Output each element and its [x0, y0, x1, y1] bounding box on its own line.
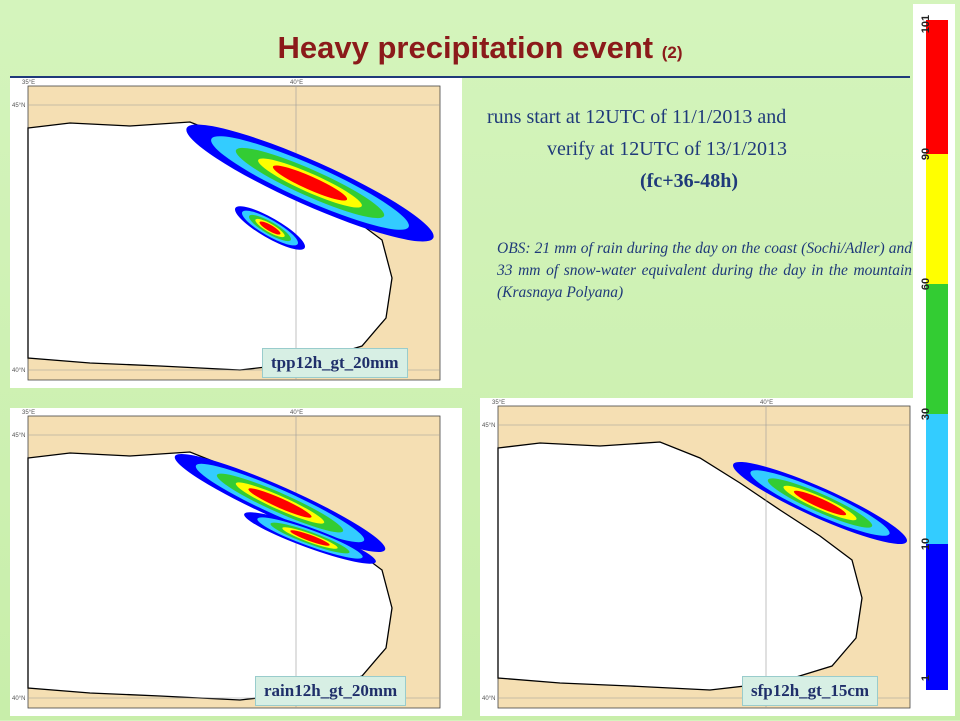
precip-area: [793, 490, 847, 516]
precip-area: [272, 165, 348, 201]
color-band: [926, 154, 948, 284]
color-band: [926, 284, 948, 414]
colorbar-label: 60: [920, 277, 932, 291]
colorbar-label: 10: [920, 537, 932, 551]
lon-label: 40°E: [290, 80, 303, 86]
map-label: tpp12h_gt_20mm: [262, 348, 408, 378]
lat-label: 45°N: [12, 433, 25, 439]
color-band: [926, 414, 948, 544]
color-band: [926, 20, 948, 154]
map-panel: 35°E 40°E 45°N 40°N tpp12h_gt_20mm: [10, 78, 462, 388]
colorbar-label: 101: [920, 14, 932, 34]
colorbar: 101 90 60 30 10 1: [913, 4, 955, 716]
title-number: (2): [661, 43, 683, 62]
map-panel: 35°E 40°E 45°N 40°N rain12h_gt_20mm: [10, 408, 462, 716]
map: 35°E 40°E 45°N 40°N: [12, 410, 441, 709]
color-band: [926, 544, 948, 690]
lat-label: 40°N: [12, 696, 25, 702]
sea: [497, 441, 863, 691]
precip-area: [248, 488, 312, 518]
lon-label: 35°E: [492, 400, 505, 406]
lon-label: 40°E: [290, 410, 303, 416]
precip-area: [259, 221, 281, 235]
map-label: rain12h_gt_20mm: [255, 676, 407, 706]
lat-label: 45°N: [482, 423, 495, 429]
lon-label: 35°E: [22, 410, 35, 416]
lat-label: 40°N: [12, 368, 25, 374]
lon-label: 35°E: [22, 80, 35, 86]
map-label: sfp12h_gt_15cm: [742, 676, 879, 706]
map: 35°E 40°E 45°N 40°N: [482, 400, 911, 709]
colorbar-label: 30: [920, 407, 932, 421]
precip-area: [290, 530, 330, 546]
runs-line: (fc+36-48h): [640, 170, 739, 192]
title-main: Heavy precipitation event: [277, 30, 654, 65]
rule: [10, 76, 910, 78]
map-panel: 35°E 40°E 45°N 40°N sfp12h_gt_15cm: [480, 398, 932, 716]
runs-line: runs start at 12UTC of 11/1/2013 and: [487, 106, 787, 128]
lat-label: 45°N: [12, 103, 25, 109]
lat-label: 40°N: [482, 696, 495, 702]
map: 35°E 40°E 45°N 40°N: [12, 80, 441, 381]
colorbar-label: 90: [920, 147, 932, 161]
runs-line: verify at 12UTC of 13/1/2013: [547, 138, 787, 160]
obs-text: OBS: 21 mm of rain during the day on the…: [497, 240, 912, 301]
title: Heavy precipitation event (2): [0, 30, 960, 66]
colorbar-label: 1: [920, 674, 932, 682]
lon-label: 40°E: [760, 400, 773, 406]
